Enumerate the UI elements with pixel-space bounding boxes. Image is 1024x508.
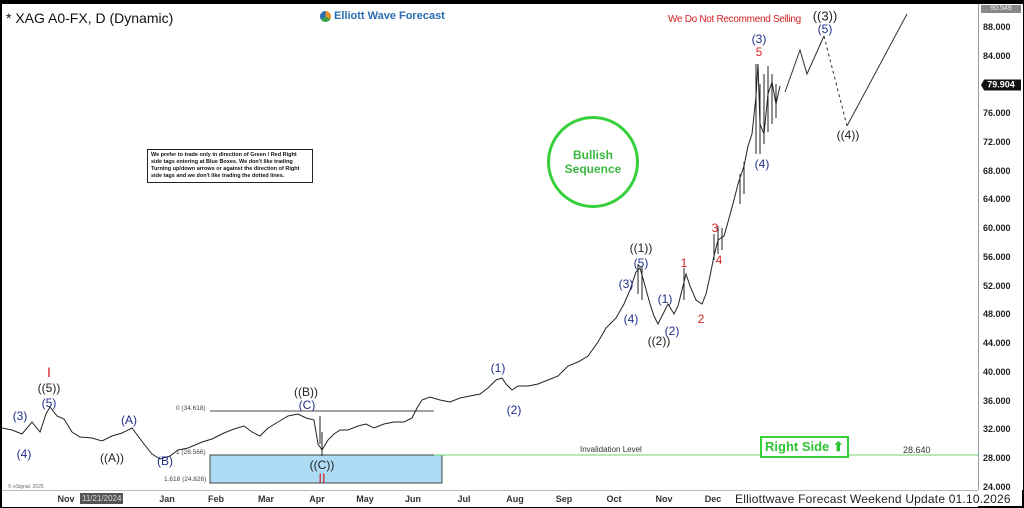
y-tick: 24.000 (983, 482, 1011, 492)
x-tick: Mar (257, 494, 275, 504)
wave-label: ((3)) (812, 8, 838, 24)
brand-logo-icon (320, 10, 331, 22)
wave-label: (4) (754, 157, 770, 171)
y-tick: 28.000 (983, 453, 1011, 463)
wave-label: ((C)) (309, 458, 335, 472)
price-chart-svg (2, 13, 978, 484)
plot-area[interactable]: * XAG A0-FX, D (Dynamic) Elliott Wave Fo… (2, 4, 978, 490)
wave-label: (5) (41, 396, 57, 410)
wave-label: 3 (711, 221, 719, 235)
wave-label: (4) (623, 312, 639, 326)
wave-label: 4 (715, 253, 723, 267)
wave-label: ((2)) (647, 334, 671, 348)
ohlc-bars (319, 64, 777, 456)
blue-box-zone (209, 454, 443, 484)
right-side-badge: Right Side ⬆ (760, 436, 849, 458)
y-tick: 40.000 (983, 367, 1011, 377)
y-tick: 64.000 (983, 194, 1011, 204)
wave-label: II (318, 470, 326, 486)
wave-label: (B) (157, 454, 173, 468)
arrow-up-icon: ⬆ (832, 439, 844, 454)
chart-title: * XAG A0-FX, D (Dynamic) (6, 10, 174, 26)
x-tick: Nov (655, 494, 673, 504)
wave-label: I (47, 364, 51, 380)
wave-label: (4) (16, 447, 32, 461)
x-tick: Jun (404, 494, 422, 504)
x-tick: Dec (704, 494, 722, 504)
chart-frame: * XAG A0-FX, D (Dynamic) Elliott Wave Fo… (2, 4, 1023, 507)
y-tick: 52.000 (983, 281, 1011, 291)
y-axis[interactable]: 90.549 88.000 84.000 79.904 76.000 72.00… (978, 4, 1023, 492)
x-axis[interactable]: Nov 11/21/2024 Jan Feb Mar Apr May Jun J… (2, 490, 978, 507)
wave-label: 2 (697, 312, 705, 326)
x-tick: Apr (309, 494, 325, 504)
y-tick: 60.000 (983, 223, 1011, 233)
x-tick: Aug (506, 494, 524, 504)
wave-label: ((A)) (100, 451, 124, 465)
y-tick: 84.000 (983, 51, 1011, 61)
wave-label: (2) (664, 324, 680, 338)
x-tick: Oct (606, 494, 622, 504)
copyright: © eSignal, 2025 (8, 484, 44, 490)
y-tick: 36.000 (983, 396, 1011, 406)
update-footer: Elliottwave Forecast Weekend Update 01.1… (735, 492, 1011, 506)
y-tick: 88.000 (983, 22, 1011, 32)
wave-label: (3) (751, 32, 767, 46)
fib-1-label: 1 (28.566) (176, 449, 206, 456)
projection-path (784, 35, 825, 93)
x-axis-date-highlight: 11/21/2024 (80, 493, 124, 504)
bullish-label: Bullish Sequence (564, 148, 622, 176)
y-tick: 76.000 (983, 108, 1011, 118)
wave-label: (1) (657, 292, 673, 306)
x-tick: Nov (57, 494, 75, 504)
current-price-tag: 79.904 (981, 79, 1021, 91)
fib-1618-label: 1.618 (24.826) (164, 476, 207, 483)
wave-label: (3) (618, 277, 634, 291)
warning-text: We Do Not Recommend Selling (668, 14, 801, 25)
x-tick: Jul (457, 494, 471, 504)
x-tick: May (356, 494, 374, 504)
y-tick: 44.000 (983, 338, 1011, 348)
x-tick: Sep (555, 494, 573, 504)
right-side-label: Right Side (765, 439, 830, 454)
projection-dotted (823, 35, 848, 127)
y-tick: 48.000 (983, 309, 1011, 319)
bullish-sequence-badge: Bullish Sequence (547, 116, 639, 208)
wave-label: ((1)) (629, 241, 653, 255)
wave-label: (3) (12, 409, 28, 423)
brand-name: Elliott Wave Forecast (334, 10, 445, 22)
y-tick: 32.000 (983, 424, 1011, 434)
trading-note: We prefer to trade only in direction of … (147, 149, 313, 183)
y-axis-top-label: 90.549 (981, 5, 1021, 13)
wave-label: 1 (680, 256, 688, 270)
y-tick: 68.000 (983, 166, 1011, 176)
brand-logo: Elliott Wave Forecast (320, 10, 445, 22)
x-tick: Feb (207, 494, 225, 504)
wave-label: (2) (506, 403, 522, 417)
wave-label: ((4)) (836, 128, 860, 142)
wave-label: (5) (633, 256, 649, 270)
y-tick: 56.000 (983, 252, 1011, 262)
wave-label: (A) (121, 413, 137, 427)
wave-label: ((B)) (294, 385, 318, 399)
wave-label: (1) (490, 361, 506, 375)
x-tick: Jan (159, 494, 175, 504)
wave-label: 5 (755, 45, 763, 59)
wave-label: (5) (817, 22, 833, 36)
y-tick: 72.000 (983, 137, 1011, 147)
invalidation-label: Invalidation Level (580, 445, 642, 454)
wave-label: (C) (298, 398, 316, 412)
fib-0-label: 0 (34.618) (176, 405, 206, 412)
invalidation-value: 28.640 (903, 445, 931, 455)
wave-label: ((5)) (37, 381, 61, 395)
